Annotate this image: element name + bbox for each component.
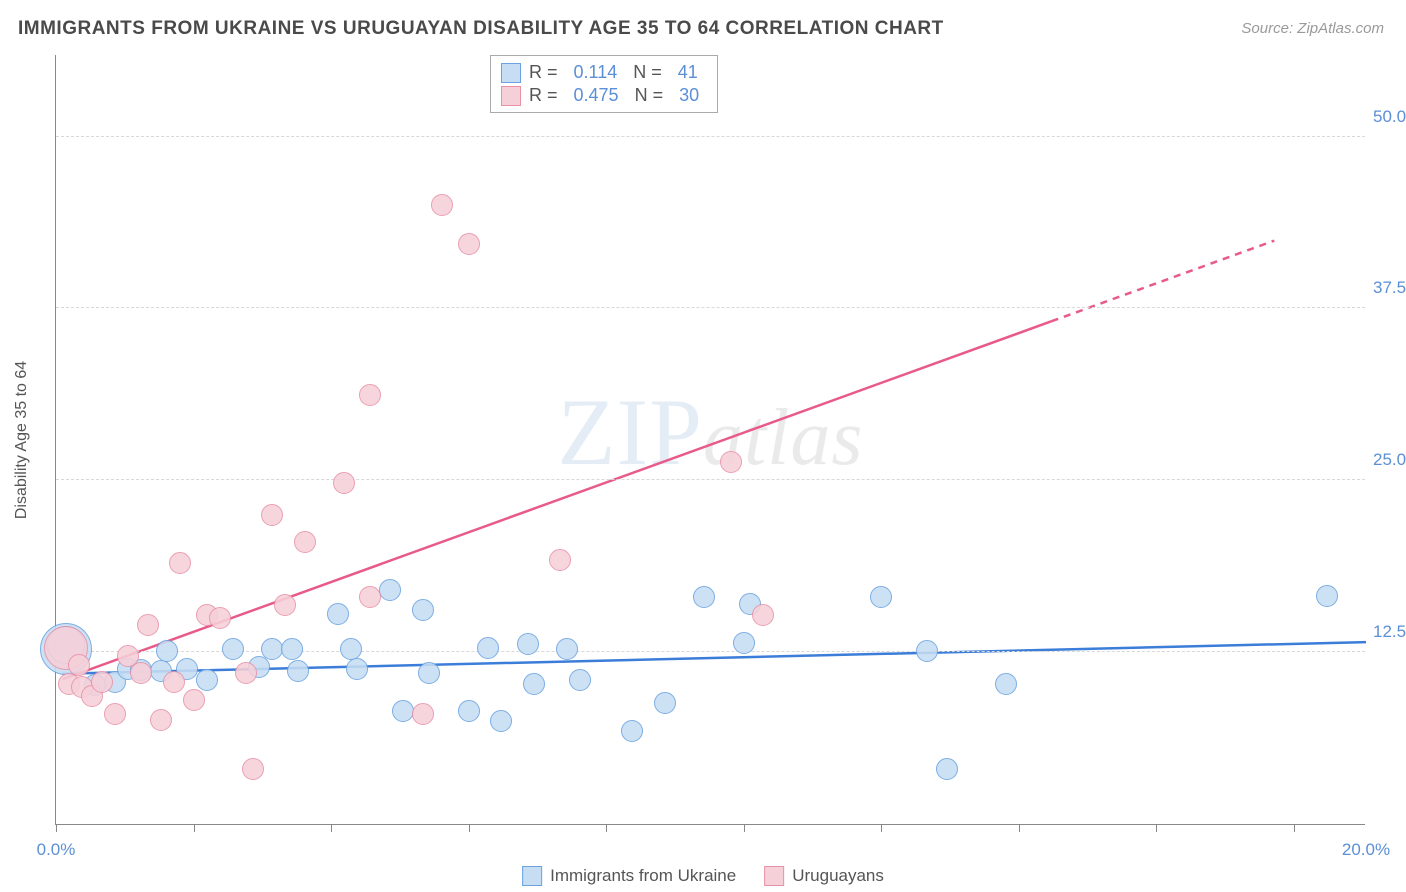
data-point [720, 451, 742, 473]
data-point [222, 638, 244, 660]
data-point [169, 552, 191, 574]
legend: Immigrants from Ukraine Uruguayans [522, 866, 884, 886]
data-point [346, 658, 368, 680]
data-point [209, 607, 231, 629]
data-point [490, 710, 512, 732]
data-point [156, 640, 178, 662]
data-point [936, 758, 958, 780]
gridline [56, 136, 1365, 137]
data-point [458, 700, 480, 722]
data-point [137, 614, 159, 636]
trend-lines-layer [56, 55, 1365, 824]
stats-n-value: 41 [678, 62, 698, 83]
data-point [654, 692, 676, 714]
data-point [412, 703, 434, 725]
data-point [287, 660, 309, 682]
stats-swatch [501, 86, 521, 106]
data-point [150, 709, 172, 731]
stats-r-label: R = [529, 85, 558, 106]
data-point [431, 194, 453, 216]
data-point [477, 637, 499, 659]
data-point [274, 594, 296, 616]
data-point [392, 700, 414, 722]
y-axis-label: Disability Age 35 to 64 [13, 361, 31, 519]
source-attribution: Source: ZipAtlas.com [1241, 20, 1384, 37]
legend-label-uruguayans: Uruguayans [792, 866, 884, 886]
y-tick-label: 12.5% [1373, 622, 1406, 642]
source-prefix: Source: [1241, 20, 1297, 37]
stats-row: R = 0.114 N = 41 [501, 61, 707, 84]
data-point [104, 703, 126, 725]
stats-row: R = 0.475 N = 30 [501, 84, 707, 107]
y-tick-label: 25.0% [1373, 450, 1406, 470]
chart-title: IMMIGRANTS FROM UKRAINE VS URUGUAYAN DIS… [18, 18, 944, 40]
y-tick-label: 37.5% [1373, 278, 1406, 298]
legend-item-ukraine: Immigrants from Ukraine [522, 866, 736, 886]
data-point [1316, 585, 1338, 607]
data-point [870, 586, 892, 608]
legend-swatch-ukraine [522, 866, 542, 886]
data-point [733, 632, 755, 654]
stats-swatch [501, 63, 521, 83]
gridline [56, 307, 1365, 308]
x-tick [194, 824, 195, 832]
x-tick-label: 20.0% [1342, 840, 1390, 860]
data-point [327, 603, 349, 625]
x-tick [469, 824, 470, 832]
legend-item-uruguayans: Uruguayans [764, 866, 884, 886]
legend-label-ukraine: Immigrants from Ukraine [550, 866, 736, 886]
x-tick [881, 824, 882, 832]
data-point [91, 671, 113, 693]
stats-r-value: 0.475 [574, 85, 619, 106]
data-point [418, 662, 440, 684]
gridline [56, 651, 1365, 652]
data-point [556, 638, 578, 660]
gridline [56, 479, 1365, 480]
stats-n-label: N = [633, 62, 662, 83]
x-tick [1294, 824, 1295, 832]
x-tick [744, 824, 745, 832]
correlation-stats-box: R = 0.114 N = 41 R = 0.475 N = 30 [490, 55, 718, 113]
y-tick-label: 50.0% [1373, 107, 1406, 127]
stats-n-label: N = [635, 85, 664, 106]
data-point [196, 669, 218, 691]
x-tick-label: 0.0% [37, 840, 76, 860]
data-point [412, 599, 434, 621]
data-point [235, 662, 257, 684]
stats-n-value: 30 [679, 85, 699, 106]
x-tick [1156, 824, 1157, 832]
x-tick [1019, 824, 1020, 832]
source-name: ZipAtlas.com [1297, 20, 1384, 37]
data-point [693, 586, 715, 608]
data-point [359, 586, 381, 608]
data-point [68, 654, 90, 676]
data-point [242, 758, 264, 780]
plot-area: ZIPatlas 12.5%25.0%37.5%50.0%0.0%20.0% [55, 55, 1365, 825]
x-tick [331, 824, 332, 832]
data-point [130, 662, 152, 684]
data-point [995, 673, 1017, 695]
data-point [183, 689, 205, 711]
data-point [549, 549, 571, 571]
data-point [569, 669, 591, 691]
data-point [458, 233, 480, 255]
data-point [261, 504, 283, 526]
data-point [916, 640, 938, 662]
data-point [163, 671, 185, 693]
data-point [294, 531, 316, 553]
stats-r-value: 0.114 [574, 62, 618, 83]
data-point [333, 472, 355, 494]
data-point [359, 384, 381, 406]
data-point [517, 633, 539, 655]
data-point [523, 673, 545, 695]
x-tick [56, 824, 57, 832]
data-point [281, 638, 303, 660]
data-point [379, 579, 401, 601]
legend-swatch-uruguayans [764, 866, 784, 886]
x-tick [606, 824, 607, 832]
data-point [752, 604, 774, 626]
data-point [621, 720, 643, 742]
stats-r-label: R = [529, 62, 558, 83]
